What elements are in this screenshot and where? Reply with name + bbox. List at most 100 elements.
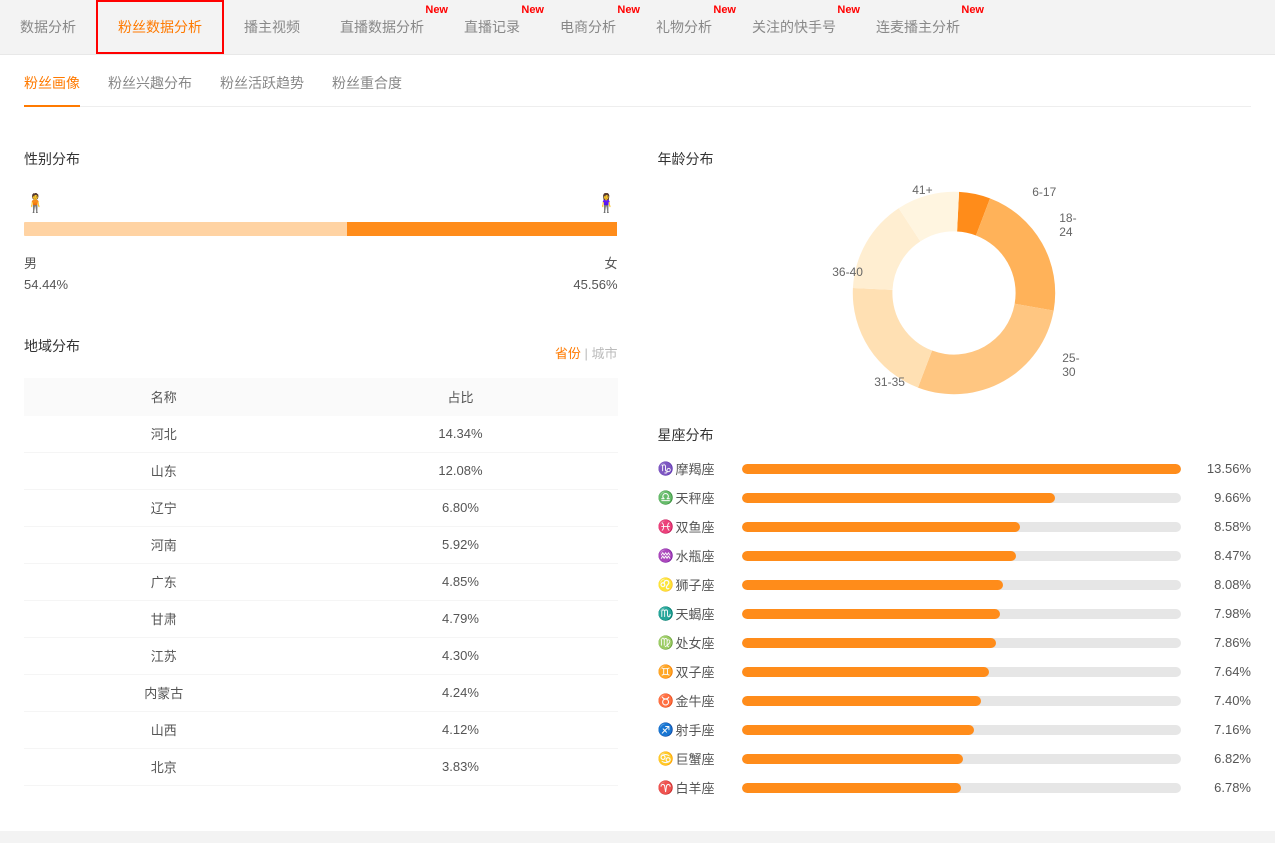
toggle-city[interactable]: 城市 — [591, 346, 617, 361]
zodiac-list: ♑摩羯座13.56%♎天秤座9.66%♓双鱼座8.58%♒水瓶座8.47%♌狮子… — [658, 459, 1252, 797]
zodiac-fill — [742, 638, 997, 648]
zodiac-row: ♉金牛座7.40% — [658, 691, 1252, 710]
top-tab-5[interactable]: 电商分析New — [540, 0, 636, 54]
age-donut: 6-1718-2425-3031-3536-4041+ — [844, 183, 1064, 403]
top-tab-3[interactable]: 直播数据分析New — [320, 0, 444, 54]
table-row: 内蒙古4.24% — [24, 674, 618, 711]
donut-label: 31-35 — [874, 375, 905, 389]
zodiac-fill — [742, 783, 962, 793]
zodiac-icon: ♒ — [658, 548, 672, 564]
table-row: 山西4.12% — [24, 711, 618, 748]
table-row: 北京3.83% — [24, 748, 618, 785]
male-label: 男 — [24, 254, 68, 275]
zodiac-name: ♋巨蟹座 — [658, 749, 730, 768]
zodiac-icon: ♉ — [658, 693, 672, 709]
zodiac-track — [742, 638, 1182, 648]
zodiac-name: ♏天蝎座 — [658, 604, 730, 623]
zodiac-track — [742, 783, 1182, 793]
zodiac-name: ♌狮子座 — [658, 575, 730, 594]
zodiac-track — [742, 580, 1182, 590]
table-row: 山东12.08% — [24, 452, 618, 489]
top-tab-6[interactable]: 礼物分析New — [636, 0, 732, 54]
zodiac-name: ♊双子座 — [658, 662, 730, 681]
region-pct: 6.80% — [303, 489, 617, 526]
zodiac-fill — [742, 609, 1001, 619]
region-toggle: 省份 | 城市 — [555, 343, 618, 362]
age-title: 年龄分布 — [658, 149, 1252, 169]
zodiac-icon: ♍ — [658, 635, 672, 651]
region-pct: 14.34% — [303, 416, 617, 453]
region-pct: 4.24% — [303, 674, 617, 711]
zodiac-fill — [742, 725, 974, 735]
toggle-province[interactable]: 省份 — [555, 346, 581, 361]
female-pct: 45.56% — [573, 275, 617, 296]
region-pct: 4.79% — [303, 600, 617, 637]
zodiac-fill — [742, 464, 1182, 474]
zodiac-name: ♎天秤座 — [658, 488, 730, 507]
zodiac-row: ♒水瓶座8.47% — [658, 546, 1252, 565]
top-tab-7[interactable]: 关注的快手号New — [732, 0, 856, 54]
region-name: 河北 — [24, 416, 303, 453]
zodiac-row: ♐射手座7.16% — [658, 720, 1252, 739]
sub-tabs: 粉丝画像粉丝兴趣分布粉丝活跃趋势粉丝重合度 — [24, 73, 1251, 107]
region-name: 河南 — [24, 526, 303, 563]
zodiac-icon: ♋ — [658, 751, 672, 767]
zodiac-track — [742, 754, 1182, 764]
zodiac-icon: ♓ — [658, 519, 672, 535]
sub-tab-3[interactable]: 粉丝重合度 — [332, 73, 402, 106]
region-pct: 12.08% — [303, 452, 617, 489]
region-pct: 4.85% — [303, 563, 617, 600]
zodiac-name: ♍处女座 — [658, 633, 730, 652]
zodiac-row: ♎天秤座9.66% — [658, 488, 1252, 507]
zodiac-track — [742, 464, 1182, 474]
zodiac-title: 星座分布 — [658, 425, 1252, 445]
zodiac-name: ♒水瓶座 — [658, 546, 730, 565]
sub-tab-1[interactable]: 粉丝兴趣分布 — [108, 73, 192, 106]
donut-label: 25-30 — [1062, 351, 1079, 379]
top-tab-1[interactable]: 粉丝数据分析 — [96, 0, 224, 54]
top-tabs: 数据分析粉丝数据分析播主视频直播数据分析New直播记录New电商分析New礼物分… — [0, 0, 1275, 55]
zodiac-pct: 6.82% — [1193, 751, 1251, 766]
top-tab-8[interactable]: 连麦播主分析New — [856, 0, 980, 54]
zodiac-icon: ♐ — [658, 722, 672, 738]
donut-label: 41+ — [912, 183, 932, 197]
zodiac-icon: ♑ — [658, 461, 672, 477]
gender-title: 性别分布 — [24, 149, 618, 169]
zodiac-track — [742, 551, 1182, 561]
gender-labels: 男 54.44% 女 45.56% — [24, 254, 618, 296]
zodiac-pct: 8.08% — [1193, 577, 1251, 592]
zodiac-track — [742, 696, 1182, 706]
region-pct: 5.92% — [303, 526, 617, 563]
zodiac-icon: ♌ — [658, 577, 672, 593]
zodiac-row: ♏天蝎座7.98% — [658, 604, 1252, 623]
zodiac-pct: 7.16% — [1193, 722, 1251, 737]
zodiac-row: ♈白羊座6.78% — [658, 778, 1252, 797]
zodiac-pct: 7.40% — [1193, 693, 1251, 708]
zodiac-fill — [742, 754, 963, 764]
sub-tab-2[interactable]: 粉丝活跃趋势 — [220, 73, 304, 106]
gender-bar-female — [347, 222, 617, 236]
zodiac-pct: 7.64% — [1193, 664, 1251, 679]
donut-label: 18-24 — [1059, 211, 1076, 239]
top-tab-0[interactable]: 数据分析 — [0, 0, 96, 54]
zodiac-fill — [742, 551, 1017, 561]
sub-tab-0[interactable]: 粉丝画像 — [24, 73, 80, 107]
zodiac-fill — [742, 493, 1055, 503]
top-tab-2[interactable]: 播主视频 — [224, 0, 320, 54]
new-badge: New — [961, 4, 984, 16]
region-col-name: 名称 — [24, 378, 303, 416]
region-name: 山东 — [24, 452, 303, 489]
donut-slice — [976, 198, 1055, 310]
region-title: 地域分布 — [24, 336, 80, 356]
region-name: 甘肃 — [24, 600, 303, 637]
zodiac-fill — [742, 696, 982, 706]
top-tab-4[interactable]: 直播记录New — [444, 0, 540, 54]
donut-label: 6-17 — [1032, 185, 1056, 199]
region-table: 名称 占比 河北14.34%山东12.08%辽宁6.80%河南5.92%广东4.… — [24, 378, 618, 786]
region-col-pct: 占比 — [303, 378, 617, 416]
zodiac-fill — [742, 580, 1004, 590]
zodiac-icon: ♊ — [658, 664, 672, 680]
donut-label: 36-40 — [832, 265, 863, 279]
zodiac-icon: ♎ — [658, 490, 672, 506]
zodiac-pct: 7.86% — [1193, 635, 1251, 650]
